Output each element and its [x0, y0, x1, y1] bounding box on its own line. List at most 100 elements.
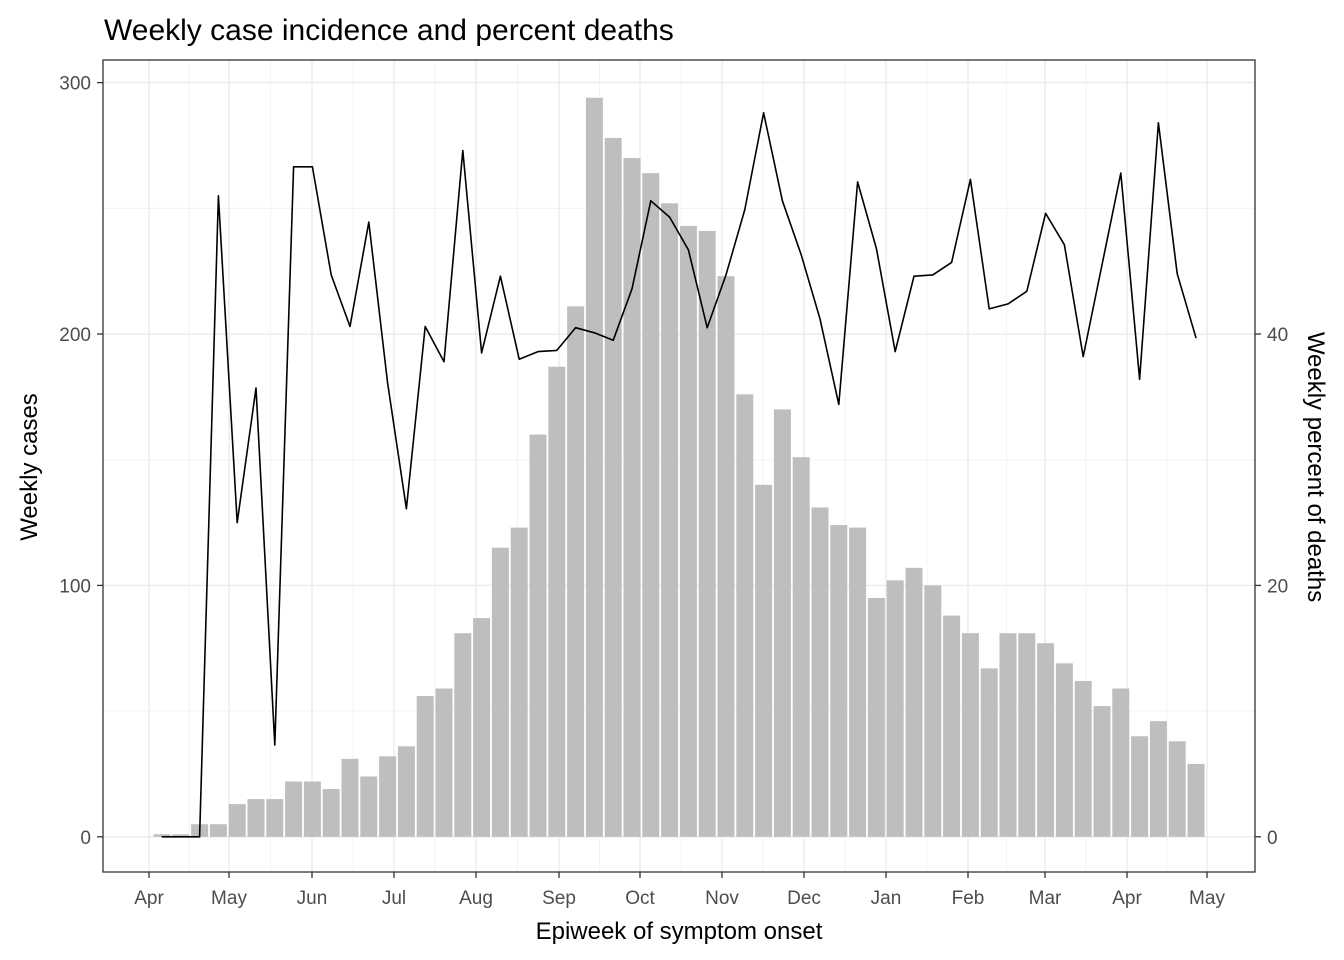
- line-point: [706, 327, 708, 329]
- bar: [773, 409, 791, 837]
- line-point: [913, 275, 915, 277]
- y-axis-right: 0 20 40: [1255, 325, 1288, 849]
- series-line: [162, 112, 1197, 838]
- bar: [153, 834, 171, 837]
- bar: [623, 158, 641, 837]
- bar: [924, 585, 942, 837]
- line-point: [1157, 122, 1159, 124]
- bar: [341, 758, 359, 837]
- bar: [1074, 680, 1092, 837]
- bar: [1112, 688, 1130, 837]
- line-point: [1139, 378, 1141, 380]
- line-point: [311, 166, 313, 168]
- line-point: [988, 308, 990, 310]
- line-point: [481, 352, 483, 354]
- line-point: [612, 339, 614, 341]
- line-point: [1120, 172, 1122, 174]
- bar: [454, 633, 472, 837]
- line-point: [687, 249, 690, 251]
- x-tick-label: Jun: [297, 888, 328, 909]
- line-point: [1082, 356, 1084, 358]
- line-point: [255, 387, 257, 389]
- y-tick-label: 200: [59, 325, 91, 346]
- x-tick-label: Sep: [542, 888, 576, 909]
- bar: [247, 799, 265, 837]
- bar: [886, 580, 904, 837]
- line-point: [725, 274, 727, 276]
- line-point: [1026, 290, 1028, 292]
- line-point: [217, 195, 219, 197]
- bar: [980, 668, 998, 837]
- x-tick-label: Oct: [625, 888, 655, 909]
- bar: [585, 97, 603, 837]
- line-point: [556, 349, 558, 351]
- plot-panel-border: [102, 59, 1256, 873]
- bar: [1168, 741, 1186, 837]
- line-point: [349, 325, 351, 328]
- bar: [1018, 633, 1036, 837]
- bar: [792, 457, 810, 837]
- line-point: [1176, 273, 1178, 275]
- line-point: [405, 508, 407, 510]
- bar: [209, 824, 227, 837]
- chart-title: Weekly case incidence and percent deaths: [104, 14, 674, 47]
- line-point: [650, 200, 652, 202]
- line-point: [1063, 244, 1065, 246]
- line-point: [1045, 212, 1047, 214]
- x-tick-label: Apr: [134, 888, 164, 909]
- line-point: [894, 351, 896, 353]
- bar: [661, 203, 679, 837]
- bar: [905, 567, 923, 837]
- x-tick-label: Jan: [871, 888, 902, 909]
- bar: [172, 834, 190, 837]
- line-point: [499, 275, 501, 277]
- bar: [510, 527, 528, 837]
- line-point: [199, 836, 201, 838]
- line-point: [518, 358, 520, 360]
- bar: [567, 306, 585, 837]
- x-tick-label: Jul: [382, 888, 406, 909]
- bar: [604, 137, 622, 837]
- bar: [1149, 721, 1167, 837]
- line-point: [537, 351, 539, 353]
- bar: [698, 230, 716, 837]
- line-point: [293, 166, 295, 168]
- bar: [642, 173, 660, 837]
- line-point: [161, 836, 163, 838]
- bar: [228, 804, 246, 837]
- bar: [943, 615, 961, 837]
- x-tick-label: Aug: [459, 888, 493, 909]
- x-tick-label: Dec: [787, 888, 821, 909]
- bar: [548, 366, 566, 837]
- bar: [961, 633, 979, 837]
- line-point: [819, 318, 821, 320]
- line-point: [593, 332, 596, 334]
- line-point: [875, 247, 878, 250]
- line-point: [631, 288, 633, 290]
- x-tick-label: Mar: [1029, 888, 1062, 909]
- y-axis-title: Weekly cases: [16, 393, 43, 541]
- line-point: [669, 216, 671, 218]
- line-point: [763, 112, 765, 114]
- line-point: [274, 744, 276, 746]
- y-tick-label: 100: [59, 576, 91, 597]
- bar: [1093, 706, 1111, 837]
- case-bars: [153, 97, 1205, 837]
- y2-axis-title: Weekly percent of deaths: [1302, 332, 1329, 602]
- line-point: [838, 403, 840, 406]
- bar: [416, 696, 434, 837]
- bar: [491, 547, 509, 837]
- bar: [397, 746, 415, 837]
- bar: [473, 618, 491, 837]
- y-axis-left: 0 100 200 300: [59, 74, 103, 849]
- bar: [1187, 763, 1205, 837]
- line-point: [424, 325, 426, 328]
- bar: [999, 633, 1017, 837]
- bar: [849, 527, 867, 837]
- bar: [867, 597, 885, 837]
- line-point: [462, 149, 464, 152]
- line-point: [932, 274, 934, 276]
- line-point: [857, 181, 859, 183]
- line-point: [180, 836, 182, 838]
